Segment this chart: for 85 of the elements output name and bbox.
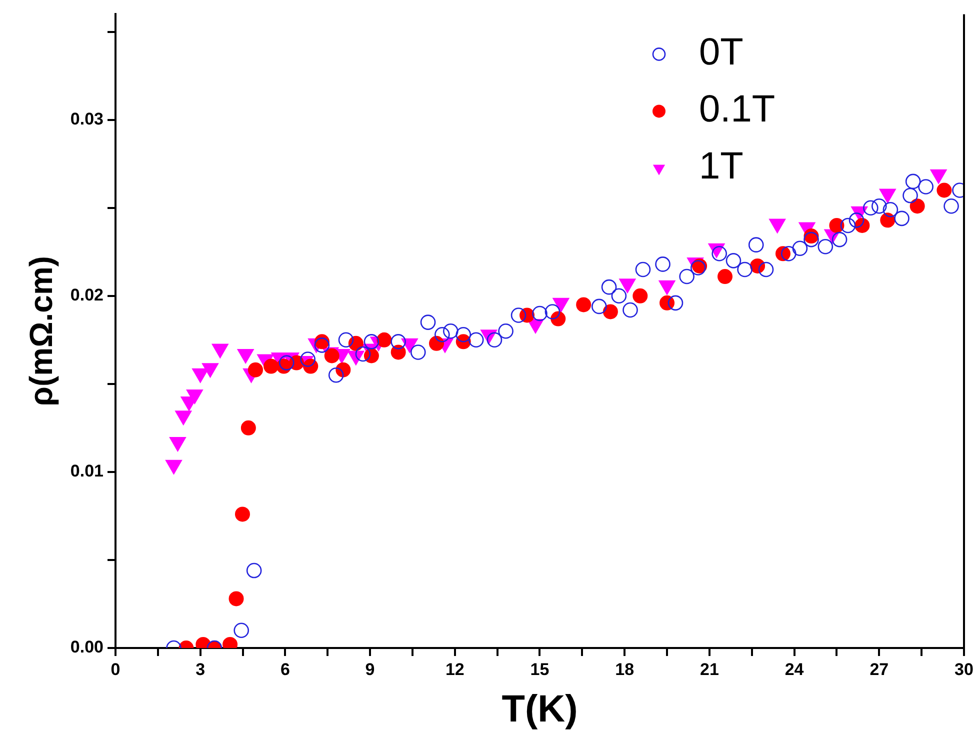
point — [818, 238, 834, 254]
y-tick-label: 0.03 — [70, 110, 104, 129]
point — [338, 332, 354, 348]
y-tick-label: 0.02 — [70, 286, 104, 305]
point — [602, 304, 618, 320]
point — [832, 232, 848, 248]
point — [902, 188, 918, 204]
point — [376, 332, 392, 348]
legend-label: 0T — [699, 32, 744, 74]
point — [264, 358, 279, 374]
point — [486, 332, 502, 348]
y-tick-label: 0.00 — [70, 638, 104, 657]
point — [910, 198, 925, 214]
x-tick-label: 30 — [954, 660, 974, 679]
point — [880, 212, 896, 228]
point — [848, 212, 864, 228]
point — [234, 622, 249, 638]
point — [498, 323, 514, 339]
point — [248, 362, 263, 378]
point — [390, 344, 406, 360]
point — [863, 200, 878, 216]
point — [872, 198, 887, 214]
point — [468, 332, 484, 348]
point — [576, 297, 592, 312]
point — [829, 218, 844, 233]
point — [748, 237, 764, 252]
point — [632, 288, 648, 304]
point — [234, 506, 250, 522]
point — [434, 326, 450, 342]
y-tick-label: 0.01 — [70, 462, 104, 481]
point — [355, 346, 371, 362]
point — [390, 334, 406, 350]
point — [882, 202, 898, 218]
point — [443, 323, 458, 339]
point — [601, 279, 617, 295]
point — [918, 179, 934, 194]
x-tick-label: 15 — [530, 660, 550, 679]
point — [718, 269, 732, 284]
point — [278, 355, 294, 370]
point — [228, 591, 244, 606]
point — [905, 174, 921, 190]
point — [591, 298, 607, 314]
point — [240, 420, 256, 436]
x-tick-label: 24 — [784, 660, 804, 679]
point — [944, 198, 959, 214]
x-tick-label: 0 — [110, 660, 120, 679]
point — [314, 338, 330, 353]
x-tick-label: 9 — [365, 660, 375, 679]
x-tick-label: 3 — [196, 660, 206, 679]
legend-label: 0.1T — [699, 88, 776, 131]
point — [456, 326, 472, 342]
point — [544, 304, 560, 320]
point — [364, 334, 380, 350]
point — [758, 262, 774, 278]
point — [894, 210, 910, 226]
point — [737, 262, 752, 278]
x-tick-label: 12 — [445, 660, 464, 679]
point — [420, 314, 436, 330]
point — [712, 246, 727, 262]
point — [840, 218, 856, 234]
point — [328, 367, 344, 383]
x-tick-label: 6 — [280, 660, 290, 679]
point — [668, 295, 684, 311]
point — [726, 253, 742, 268]
point — [635, 262, 651, 278]
point — [246, 562, 262, 578]
legend-label: 1T — [699, 146, 744, 188]
x-tick-label: 21 — [700, 660, 719, 679]
y-axis-title: ρ(mΩ.cm) — [23, 256, 60, 406]
point — [936, 182, 952, 198]
x-axis-title: T(K) — [502, 688, 578, 731]
point — [792, 240, 808, 256]
x-tick-label: 27 — [870, 660, 889, 679]
point — [780, 246, 796, 262]
point — [611, 288, 627, 304]
point — [300, 352, 316, 367]
point — [655, 256, 670, 272]
point — [804, 232, 819, 248]
point — [622, 302, 638, 318]
point — [429, 336, 444, 351]
point — [679, 268, 694, 284]
x-tick-label: 18 — [615, 660, 634, 679]
point — [410, 344, 426, 360]
point — [532, 306, 548, 322]
point — [510, 308, 526, 323]
